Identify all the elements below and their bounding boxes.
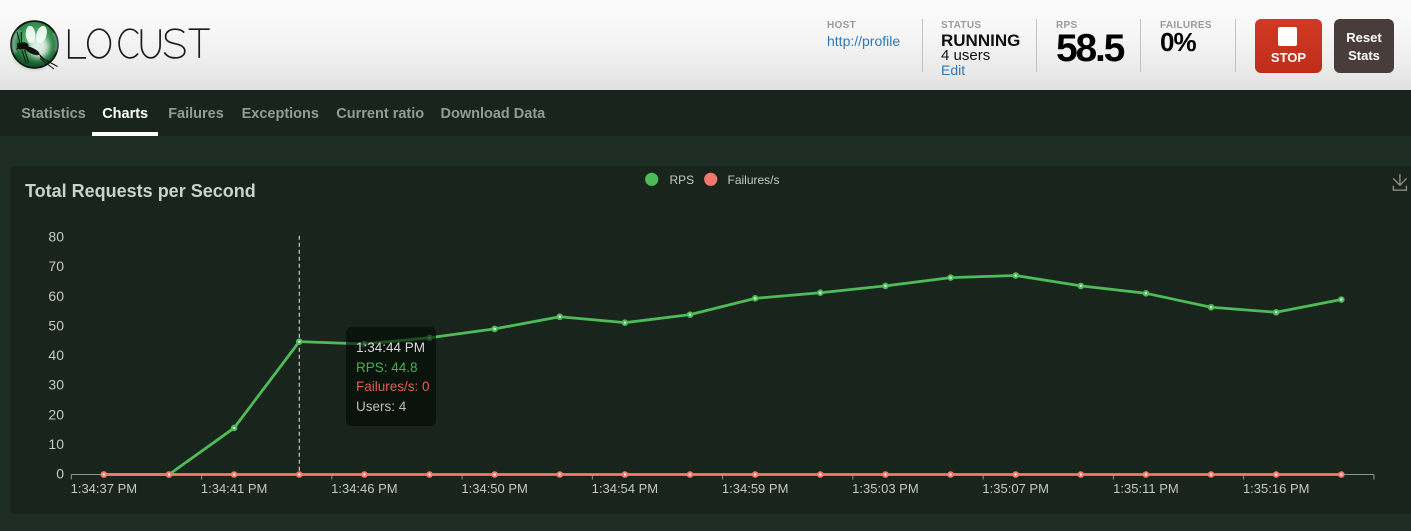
svg-text:80: 80 [48, 228, 64, 244]
svg-text:0: 0 [56, 466, 64, 482]
svg-text:1:35:16 PM: 1:35:16 PM [1243, 481, 1310, 496]
svg-text:1:35:03 PM: 1:35:03 PM [852, 481, 919, 496]
svg-text:1:34:37 PM: 1:34:37 PM [71, 481, 138, 496]
svg-text:30: 30 [48, 377, 64, 393]
svg-text:1:35:11 PM: 1:35:11 PM [1113, 481, 1179, 496]
svg-text:Failures/s: Failures/s [728, 173, 780, 187]
svg-text:1:34:54 PM: 1:34:54 PM [592, 481, 659, 496]
svg-text:RPS: RPS [670, 173, 695, 187]
svg-text:20: 20 [48, 406, 64, 422]
svg-text:1:35:07 PM: 1:35:07 PM [982, 481, 1049, 496]
svg-text:1:34:41 PM: 1:34:41 PM [201, 481, 268, 496]
svg-text:60: 60 [48, 288, 64, 304]
svg-text:1:34:50 PM: 1:34:50 PM [461, 481, 528, 496]
svg-text:1:34:59 PM: 1:34:59 PM [722, 481, 789, 496]
svg-text:10: 10 [48, 436, 64, 452]
svg-text:40: 40 [48, 347, 64, 363]
svg-text:1:34:46 PM: 1:34:46 PM [331, 481, 398, 496]
svg-text:70: 70 [48, 258, 64, 274]
svg-text:50: 50 [48, 317, 64, 333]
